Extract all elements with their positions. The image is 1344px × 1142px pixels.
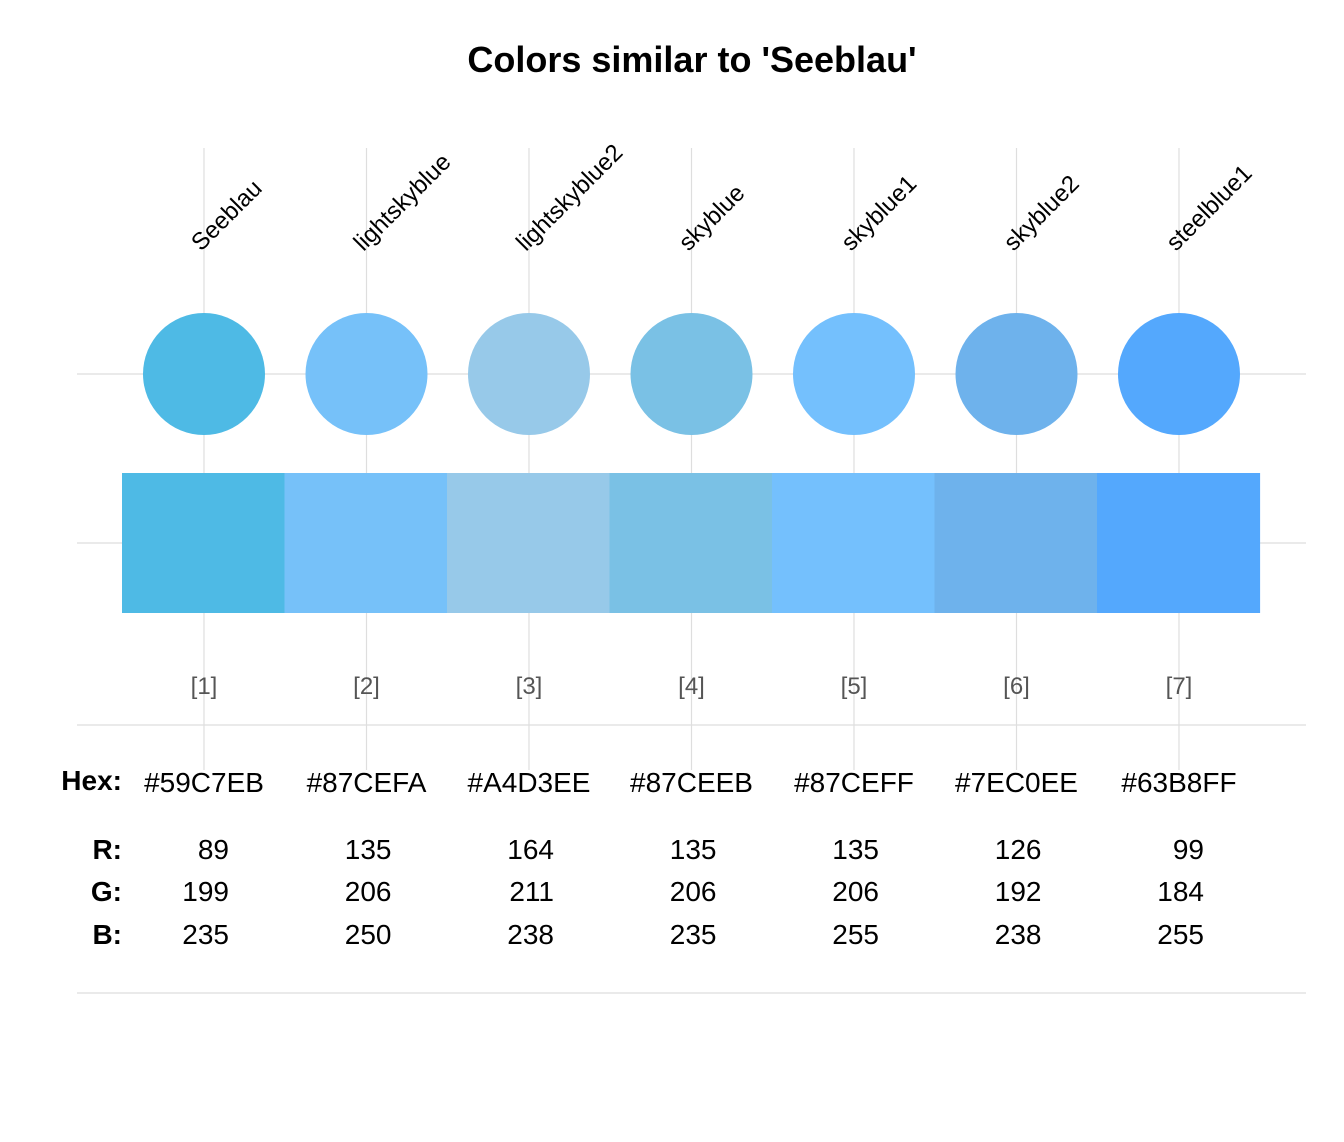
swatch-circle [143, 313, 265, 435]
hex-value: #87CEFA [307, 767, 427, 798]
b-value: 235 [670, 919, 717, 950]
value-table: #59C7EB 89 199 235 #87CEFA 135 206 250 #A4D3EE 16… [144, 767, 1237, 950]
color-name-label: skyblue [674, 180, 751, 257]
color-name-label: lightskyblue [349, 148, 457, 256]
swatch-circle [630, 313, 753, 435]
g-value: 206 [832, 876, 879, 907]
g-value: 199 [182, 876, 229, 907]
hex-value: #A4D3EE [468, 767, 591, 798]
b-value: 238 [995, 919, 1042, 950]
b-value: 255 [832, 919, 879, 950]
index-label: [1] [191, 673, 218, 700]
hex-value: #87CEFF [794, 767, 914, 798]
swatch-bar-segment [772, 473, 936, 613]
hex-value: #59C7EB [144, 767, 264, 798]
r-value: 89 [198, 834, 229, 865]
r-value: 135 [670, 834, 717, 865]
b-value: 235 [182, 919, 229, 950]
g-value: 206 [345, 876, 392, 907]
color-name-label: steelblue1 [1161, 160, 1257, 256]
r-value: 135 [345, 834, 392, 865]
swatch-bar-segment [934, 473, 1098, 613]
swatch-bar-segment [447, 473, 611, 613]
swatch-bar-segment [122, 473, 286, 613]
swatch-bar-segment [1097, 473, 1261, 613]
swatch-circle [1118, 313, 1240, 435]
index-label: [6] [1003, 673, 1030, 700]
color-name-label: skyblue2 [999, 170, 1085, 256]
b-value: 250 [345, 919, 392, 950]
r-value: 126 [995, 834, 1042, 865]
swatch-circle [305, 313, 428, 435]
swatch-circle [468, 313, 590, 435]
r-value: 164 [507, 834, 554, 865]
swatch-bar [122, 473, 1261, 613]
index-label: [4] [678, 673, 705, 700]
swatch-bar-segment [284, 473, 448, 613]
hex-row-header: Hex: [61, 765, 122, 796]
g-value: 206 [670, 876, 717, 907]
g-value: 211 [509, 876, 554, 907]
hex-value: #7EC0EE [955, 767, 1078, 798]
b-value: 255 [1157, 919, 1204, 950]
g-value: 192 [995, 876, 1042, 907]
color-name-label: skyblue1 [836, 170, 922, 256]
hex-value: #87CEEB [630, 767, 753, 798]
b-value: 238 [507, 919, 554, 950]
color-name-label: Seeblau [186, 175, 267, 256]
r-value: 135 [832, 834, 879, 865]
color-name-labels: Seeblau lightskyblue lightskyblue2 skyblue s… [186, 139, 1257, 256]
index-label: [3] [516, 673, 543, 700]
r-value: 99 [1173, 834, 1204, 865]
g-row-header: G: [91, 876, 122, 907]
hex-value: #63B8FF [1121, 767, 1236, 798]
swatch-circles [143, 313, 1240, 435]
chart-title: Colors similar to 'Seeblau' [467, 39, 916, 80]
b-row-header: B: [92, 919, 122, 950]
r-row-header: R: [92, 834, 122, 865]
index-labels: [1] [2] [3] [4] [5] [6] [7] [191, 673, 1193, 700]
index-label: [2] [353, 673, 380, 700]
swatch-circle [793, 313, 915, 435]
index-label: [5] [841, 673, 868, 700]
swatch-bar-segment [609, 473, 773, 613]
g-value: 184 [1157, 876, 1204, 907]
index-label: [7] [1166, 673, 1193, 700]
swatch-circle [955, 313, 1078, 435]
